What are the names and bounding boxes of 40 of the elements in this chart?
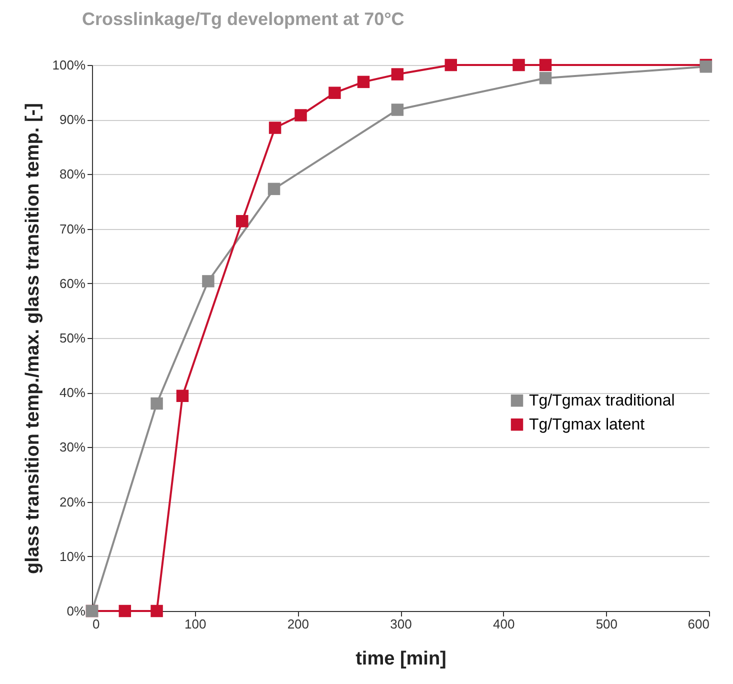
- point: [391, 104, 404, 116]
- x-tick-label: 0: [92, 616, 100, 632]
- y-tick-label: 60%: [59, 276, 86, 291]
- y-tick-label: 50%: [59, 330, 86, 346]
- y-tick-label: 10%: [59, 548, 86, 564]
- point: [539, 58, 552, 72]
- y-tick-label: 30%: [59, 440, 86, 455]
- y-tick-label: 80%: [59, 166, 86, 182]
- point: [512, 58, 525, 72]
- chart-title: Crosslinkage/Tg development at 70°C: [82, 8, 404, 29]
- point: [328, 86, 341, 99]
- point: [444, 58, 458, 72]
- point: [268, 122, 282, 134]
- point: [150, 604, 163, 618]
- x-axis-title: time [min]: [356, 648, 446, 670]
- point: [176, 390, 189, 402]
- x-tick-label: 200: [287, 616, 310, 632]
- point: [236, 215, 248, 228]
- y-tick-label: 70%: [59, 221, 86, 236]
- y-tick-label: 100%: [52, 58, 86, 72]
- point: [150, 397, 163, 410]
- point: [391, 68, 404, 80]
- x-tick-label: 600: [688, 616, 710, 632]
- x-tick-label: 300: [390, 616, 412, 632]
- y-axis-title: glass transition temp./max. glass transition temp. [-]: [22, 103, 44, 574]
- point: [202, 275, 214, 288]
- legend-label: Tg/Tgmax traditional: [529, 392, 675, 410]
- point: [118, 604, 132, 618]
- x-tick-label: 500: [596, 616, 618, 632]
- legend-label: Tg/Tgmax latent: [529, 416, 646, 434]
- point: [357, 76, 370, 88]
- point: [294, 109, 307, 122]
- x-tick-label: 100: [184, 616, 206, 632]
- y-tick-label: 0%: [66, 604, 86, 618]
- point: [539, 72, 552, 84]
- y-tick-label: 20%: [59, 494, 86, 510]
- x-tick-label: 400: [492, 616, 515, 632]
- point: [268, 182, 280, 196]
- y-tick-label: 90%: [59, 112, 86, 128]
- y-tick-label: 40%: [59, 385, 86, 400]
